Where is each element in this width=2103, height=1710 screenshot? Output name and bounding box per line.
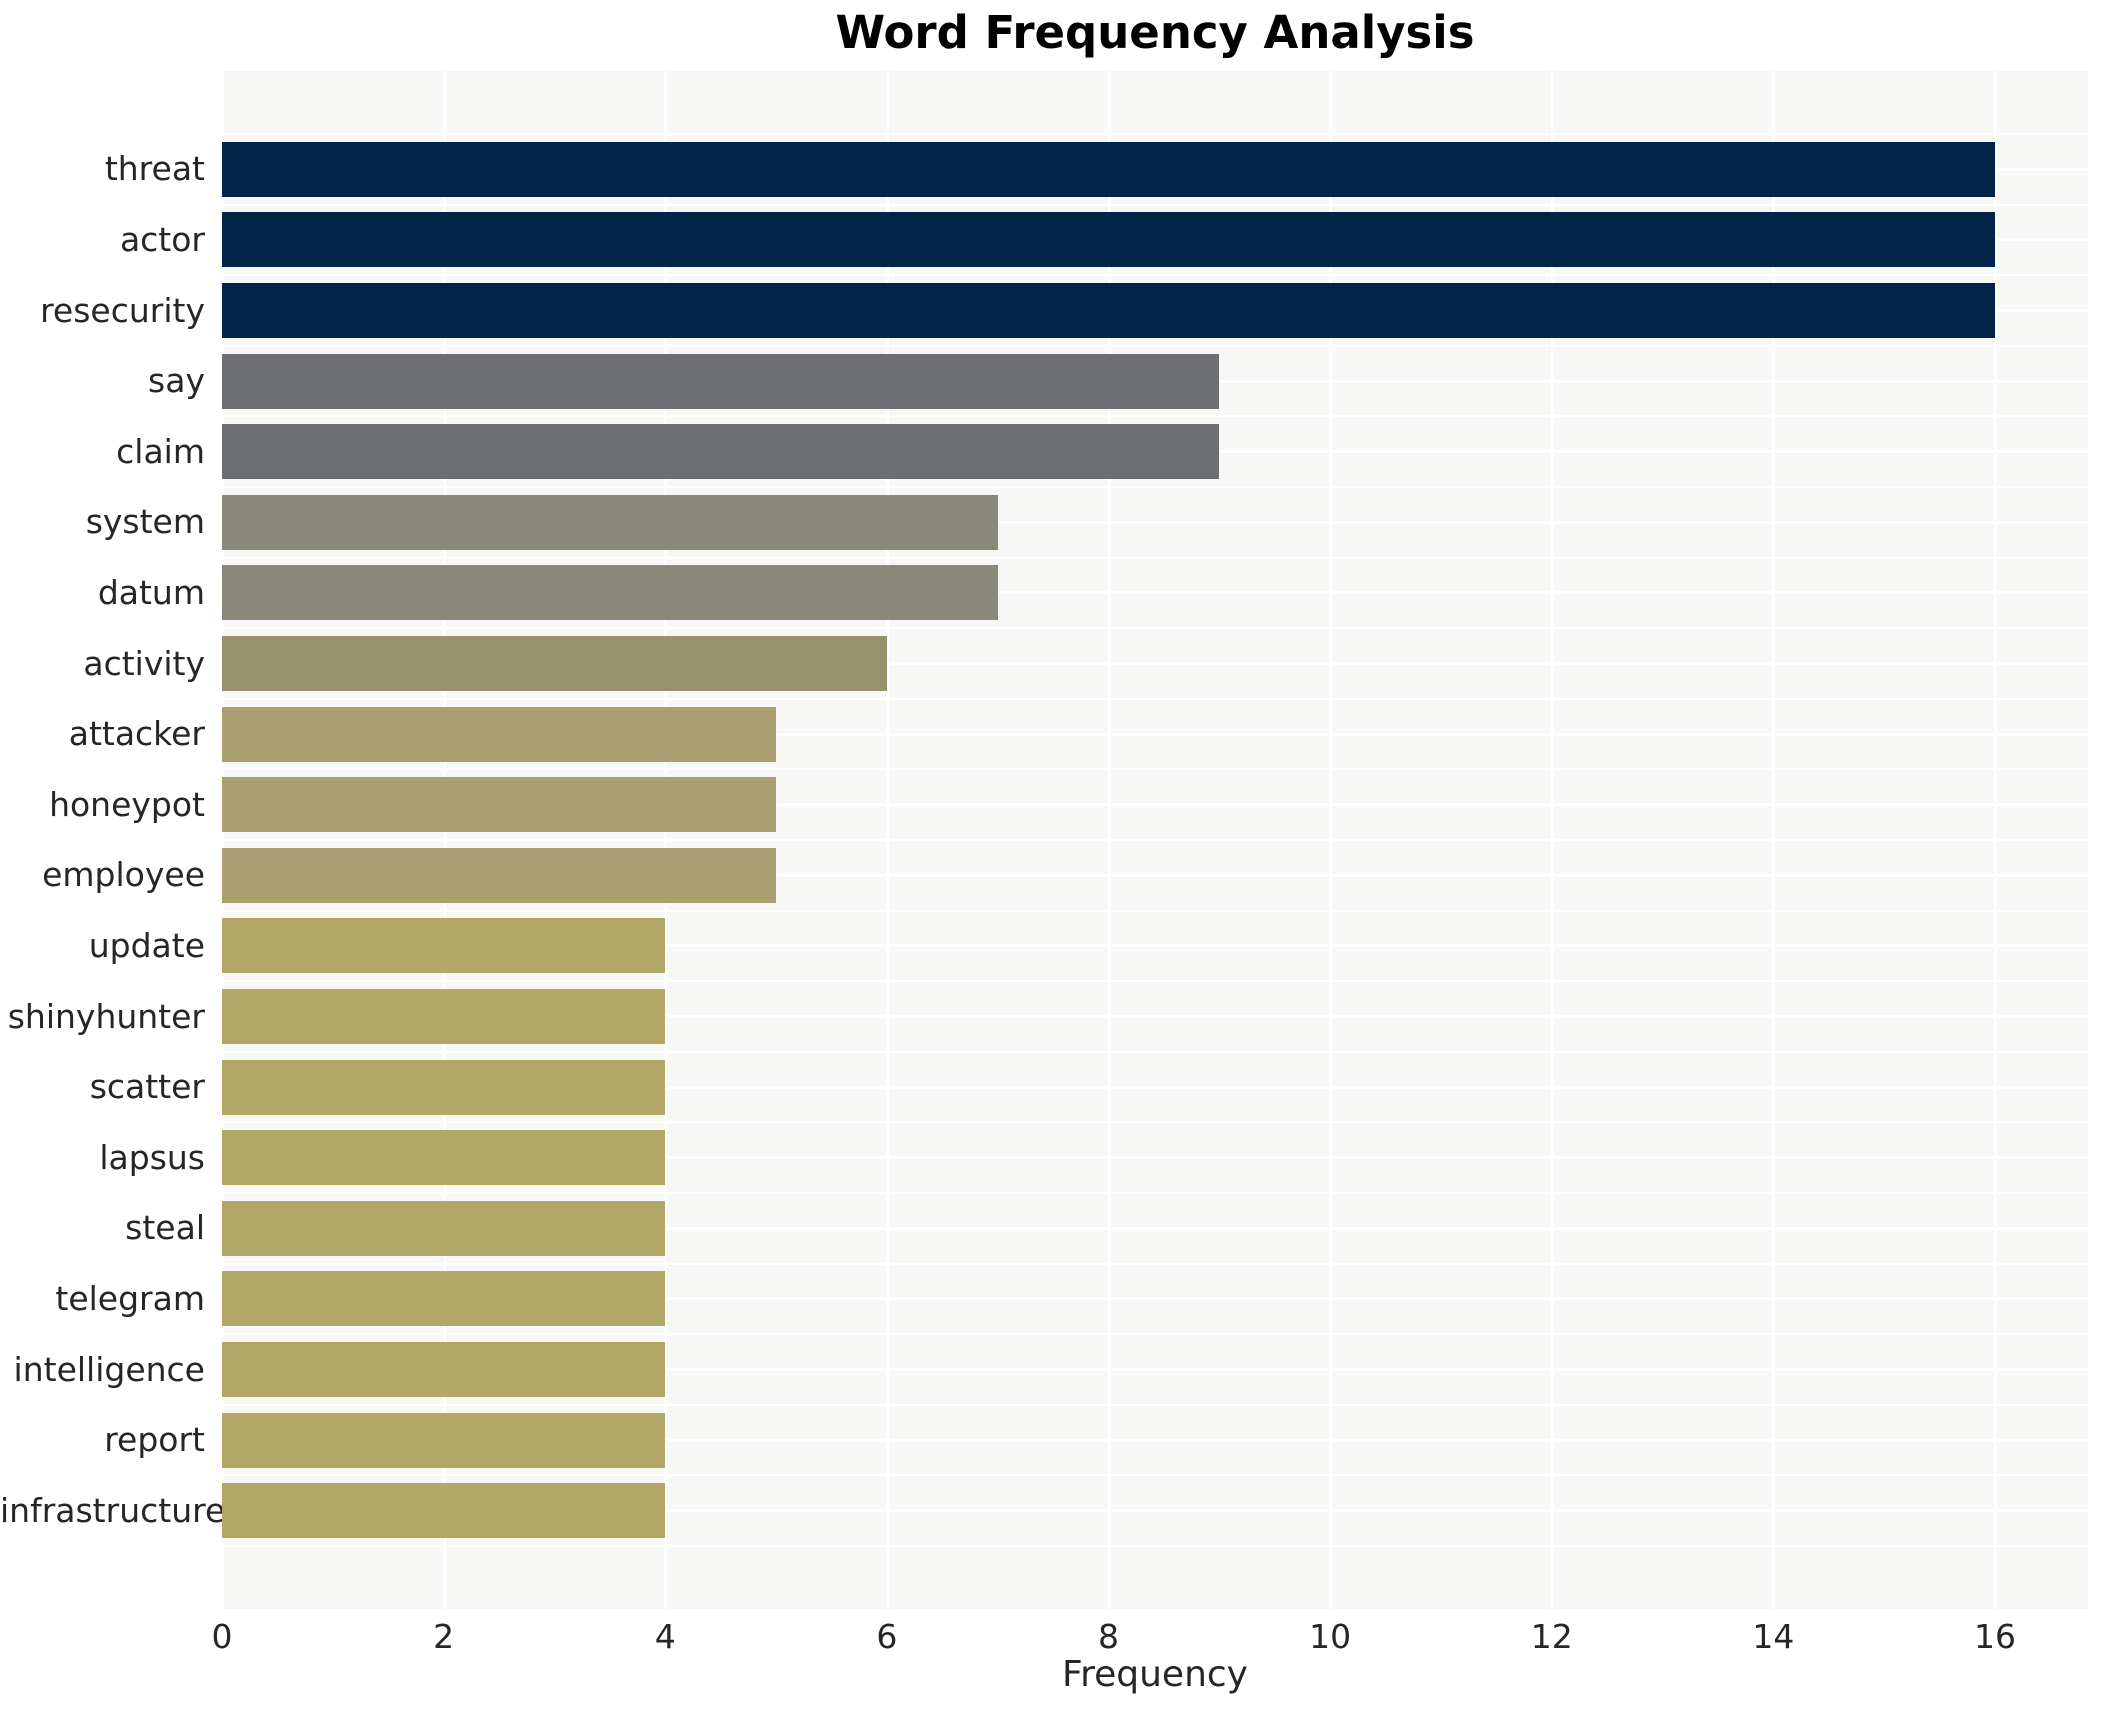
y-label-report: report [104, 1420, 205, 1460]
bar-actor [222, 212, 1995, 268]
gridline-row-boundary [222, 344, 2088, 347]
gridline-row-boundary [222, 556, 2088, 559]
y-label-claim: claim [116, 431, 205, 471]
gridline-row-boundary [222, 1474, 2088, 1477]
y-label-infrastructure: infrastructure [0, 1490, 226, 1530]
y-label-system: system [85, 502, 205, 542]
y-label-scatter: scatter [89, 1067, 205, 1107]
gridline-row-center [222, 1368, 2088, 1371]
gridline-row-boundary [222, 909, 2088, 912]
gridline-row-boundary [222, 1545, 2088, 1547]
y-label-datum: datum [97, 572, 205, 612]
x-tick-8: 8 [1098, 1617, 1119, 1656]
bar-shinyhunter [222, 989, 666, 1044]
y-label-update: update [88, 925, 205, 965]
gridline-row-boundary [222, 627, 2088, 630]
x-axis-title: Frequency [1062, 1654, 1248, 1695]
gridline-row-boundary [222, 839, 2088, 841]
gridline-row-boundary [222, 415, 2088, 418]
bar-intelligence [222, 1342, 666, 1397]
y-label-activity: activity [83, 643, 205, 683]
gridline-row-boundary [222, 1050, 2088, 1053]
gridline-row-boundary [222, 697, 2088, 700]
y-label-lapsus: lapsus [99, 1137, 205, 1177]
x-tick-16: 16 [1974, 1617, 2016, 1656]
y-label-threat: threat [104, 149, 205, 189]
gridline-row-boundary [222, 1403, 2088, 1406]
gridline-row-center [222, 1015, 2088, 1018]
gridline-row-boundary [222, 133, 2088, 135]
x-tick-14: 14 [1752, 1617, 1795, 1656]
gridline-row-center [222, 803, 2088, 807]
bar-attacker [222, 706, 777, 762]
bar-honeypot [222, 777, 777, 833]
bar-telegram [222, 1271, 666, 1327]
bar-employee [222, 847, 777, 903]
gridline-row-boundary [222, 203, 2088, 206]
bar-say [222, 353, 1220, 409]
gridline-row-boundary [222, 1192, 2088, 1194]
gridline-row-center [222, 1156, 2088, 1160]
bar-steal [222, 1200, 666, 1256]
bar-threat [222, 141, 1995, 197]
gridline-row-boundary [222, 1333, 2088, 1336]
gridline-row-center [222, 1085, 2088, 1089]
gridline-row-center [222, 1509, 2088, 1513]
gridline-row-center [222, 520, 2088, 524]
gridline-row-boundary [222, 486, 2088, 488]
gridline-row-center [222, 944, 2088, 948]
bar-datum [222, 565, 998, 621]
y-label-intelligence: intelligence [13, 1349, 205, 1389]
gridline-row-center [222, 591, 2088, 595]
x-tick-6: 6 [876, 1617, 898, 1656]
y-label-resecurity: resecurity [40, 290, 205, 330]
y-label-employee: employee [42, 855, 205, 895]
chart-title: Word Frequency Analysis [835, 6, 1475, 59]
x-tick-10: 10 [1309, 1617, 1352, 1656]
gridline-row-center [222, 1438, 2088, 1442]
y-label-honeypot: honeypot [49, 784, 205, 824]
gridline-row-center [222, 662, 2088, 665]
y-label-steal: steal [125, 1208, 205, 1248]
x-tick-4: 4 [654, 1617, 676, 1656]
bar-system [222, 494, 998, 550]
y-label-attacker: attacker [68, 714, 205, 754]
y-label-actor: actor [119, 219, 205, 259]
gridline-row-boundary [222, 980, 2088, 983]
y-label-shinyhunter: shinyhunter [7, 996, 205, 1036]
gridline-row-center [222, 1226, 2088, 1230]
bar-scatter [222, 1059, 666, 1115]
bar-resecurity [222, 283, 1995, 338]
x-tick-12: 12 [1530, 1617, 1573, 1656]
gridline-row-center [222, 732, 2088, 736]
y-label-telegram: telegram [55, 1278, 205, 1318]
bar-report [222, 1412, 666, 1468]
gridline-row-boundary [222, 274, 2088, 277]
x-tick-2: 2 [433, 1617, 455, 1656]
bar-claim [222, 424, 1220, 480]
gridline-row-boundary [222, 1262, 2088, 1265]
y-label-say: say [148, 361, 205, 401]
bar-activity [222, 636, 887, 691]
plot-area [222, 71, 2088, 1609]
gridline-row-boundary [222, 1121, 2088, 1124]
bar-infrastructure [222, 1483, 666, 1539]
gridline-row-boundary [222, 768, 2088, 771]
gridline-row-center [222, 873, 2088, 877]
bar-update [222, 918, 666, 974]
x-tick-0: 0 [211, 1617, 233, 1656]
bar-lapsus [222, 1130, 666, 1186]
gridline-row-center [222, 1297, 2088, 1301]
